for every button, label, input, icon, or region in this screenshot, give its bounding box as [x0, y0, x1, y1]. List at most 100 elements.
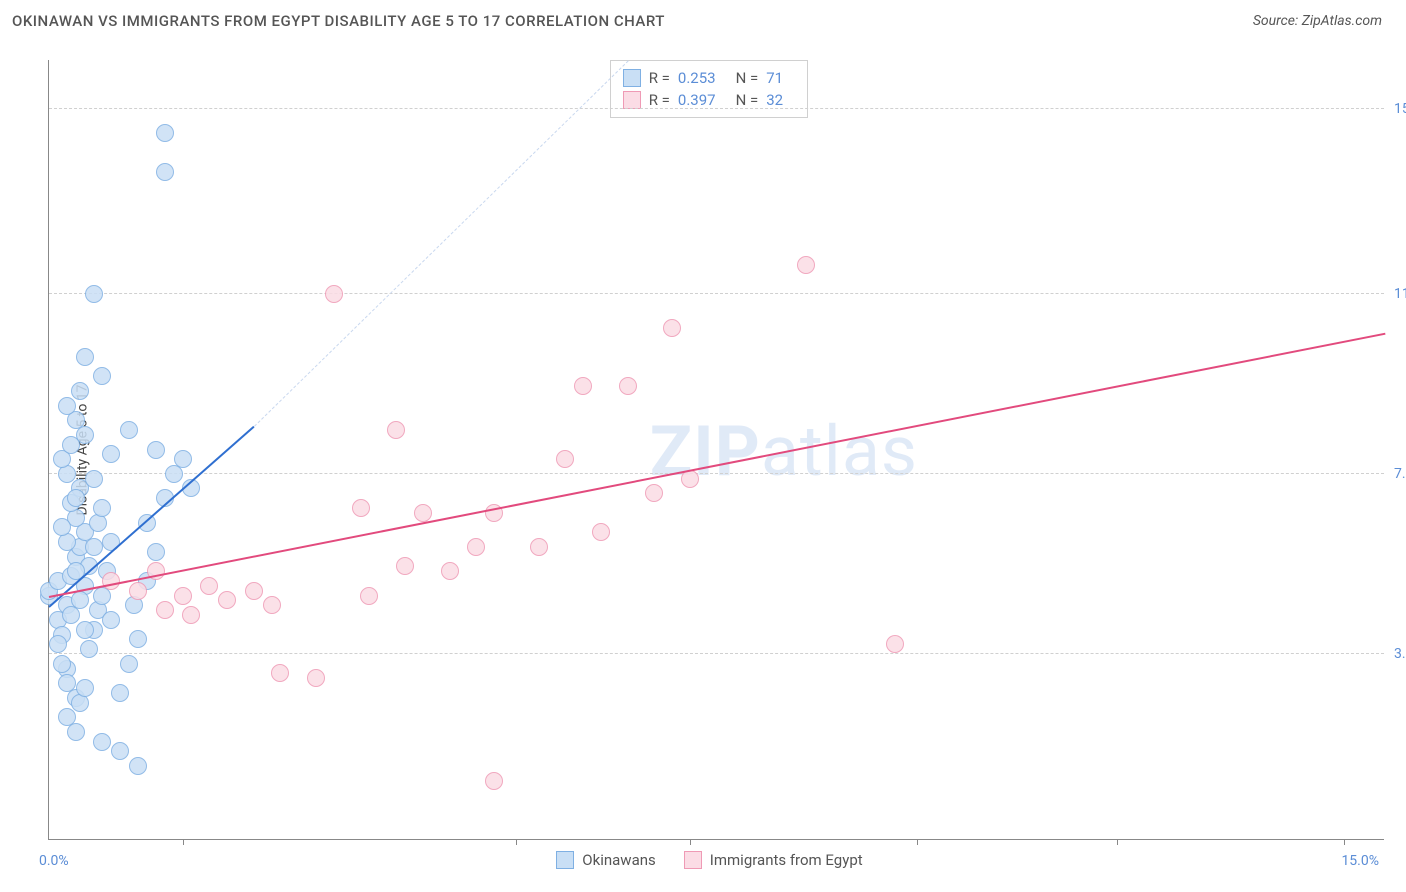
x-axis-min-label: 0.0% — [39, 853, 69, 869]
data-point — [263, 596, 281, 614]
data-point — [85, 285, 103, 303]
x-axis-max-label: 15.0% — [1341, 853, 1379, 869]
data-point — [102, 445, 120, 463]
x-tick — [1344, 839, 1345, 845]
data-point — [387, 421, 405, 439]
data-point — [174, 450, 192, 468]
stat-r-label: R = — [649, 91, 670, 109]
data-point — [76, 679, 94, 697]
data-point — [352, 499, 370, 517]
data-point — [85, 470, 103, 488]
data-point — [147, 441, 165, 459]
trend-extension — [254, 60, 629, 426]
series-swatch — [623, 69, 641, 87]
data-point — [62, 606, 80, 624]
data-point — [396, 557, 414, 575]
data-point — [111, 742, 129, 760]
series-legend: Okinawans Immigrants from Egypt — [556, 851, 862, 869]
x-tick — [183, 839, 184, 845]
data-point — [592, 523, 610, 541]
stat-n-label: N = — [736, 91, 759, 109]
data-point — [797, 256, 815, 274]
data-point — [886, 635, 904, 653]
data-point — [441, 562, 459, 580]
data-point — [307, 669, 325, 687]
data-point — [271, 664, 289, 682]
data-point — [485, 772, 503, 790]
data-point — [200, 577, 218, 595]
data-point — [71, 382, 89, 400]
data-point — [645, 484, 663, 502]
stat-n-label: N = — [736, 69, 759, 87]
x-tick — [917, 839, 918, 845]
trend-line — [49, 333, 1385, 598]
stats-row: R = 0.253 N = 71 — [623, 67, 795, 89]
y-tick-label: 3.8% — [1394, 646, 1406, 662]
data-point — [102, 572, 120, 590]
data-point — [53, 655, 71, 673]
series-swatch — [623, 91, 641, 109]
series-swatch — [684, 851, 702, 869]
data-point — [93, 499, 111, 517]
data-point — [147, 543, 165, 561]
data-point — [85, 538, 103, 556]
data-point — [76, 621, 94, 639]
y-tick-label: 7.5% — [1394, 466, 1406, 482]
legend-item: Okinawans — [556, 851, 655, 869]
x-tick — [1117, 839, 1118, 845]
data-point — [530, 538, 548, 556]
data-point — [556, 450, 574, 468]
chart-header: OKINAWAN VS IMMIGRANTS FROM EGYPT DISABI… — [0, 0, 1406, 38]
legend-label: Immigrants from Egypt — [710, 851, 863, 869]
data-point — [574, 377, 592, 395]
data-point — [102, 611, 120, 629]
gridline: 15.0% — [49, 108, 1384, 109]
x-tick — [516, 839, 517, 845]
data-point — [467, 538, 485, 556]
data-point — [49, 635, 67, 653]
data-point — [129, 630, 147, 648]
data-point — [120, 421, 138, 439]
gridline: 11.2% — [49, 293, 1384, 294]
data-point — [67, 723, 85, 741]
data-point — [325, 285, 343, 303]
data-point — [93, 733, 111, 751]
data-point — [76, 348, 94, 366]
source-attribution: Source: ZipAtlas.com — [1253, 13, 1382, 29]
data-point — [245, 582, 263, 600]
data-point — [80, 640, 98, 658]
data-point — [156, 124, 174, 142]
data-point — [129, 582, 147, 600]
scatter-chart: Disability Age 5 to 17 ZIPatlas 0.0% 15.… — [48, 60, 1384, 840]
data-point — [102, 533, 120, 551]
data-point — [58, 397, 76, 415]
data-point — [129, 757, 147, 775]
data-point — [182, 606, 200, 624]
stat-r-value: 0.253 — [678, 69, 716, 87]
data-point — [93, 367, 111, 385]
gridline: 7.5% — [49, 473, 1384, 474]
data-point — [619, 377, 637, 395]
data-point — [174, 587, 192, 605]
data-point — [111, 684, 129, 702]
gridline: 3.8% — [49, 653, 1384, 654]
data-point — [120, 655, 138, 673]
stat-n-value: 71 — [766, 69, 783, 87]
legend-label: Okinawans — [582, 851, 655, 869]
stat-r-value: 0.397 — [678, 91, 716, 109]
chart-title: OKINAWAN VS IMMIGRANTS FROM EGYPT DISABI… — [12, 12, 665, 30]
data-point — [218, 591, 236, 609]
data-point — [53, 518, 71, 536]
y-tick-label: 11.2% — [1394, 286, 1406, 302]
series-swatch — [556, 851, 574, 869]
x-tick — [690, 839, 691, 845]
data-point — [663, 319, 681, 337]
stat-n-value: 32 — [766, 91, 783, 109]
data-point — [156, 601, 174, 619]
legend-item: Immigrants from Egypt — [684, 851, 863, 869]
data-point — [414, 504, 432, 522]
stats-legend-box: R = 0.253 N = 71 R = 0.397 N = 32 — [610, 60, 808, 118]
stat-r-label: R = — [649, 69, 670, 87]
data-point — [156, 163, 174, 181]
data-point — [67, 489, 85, 507]
